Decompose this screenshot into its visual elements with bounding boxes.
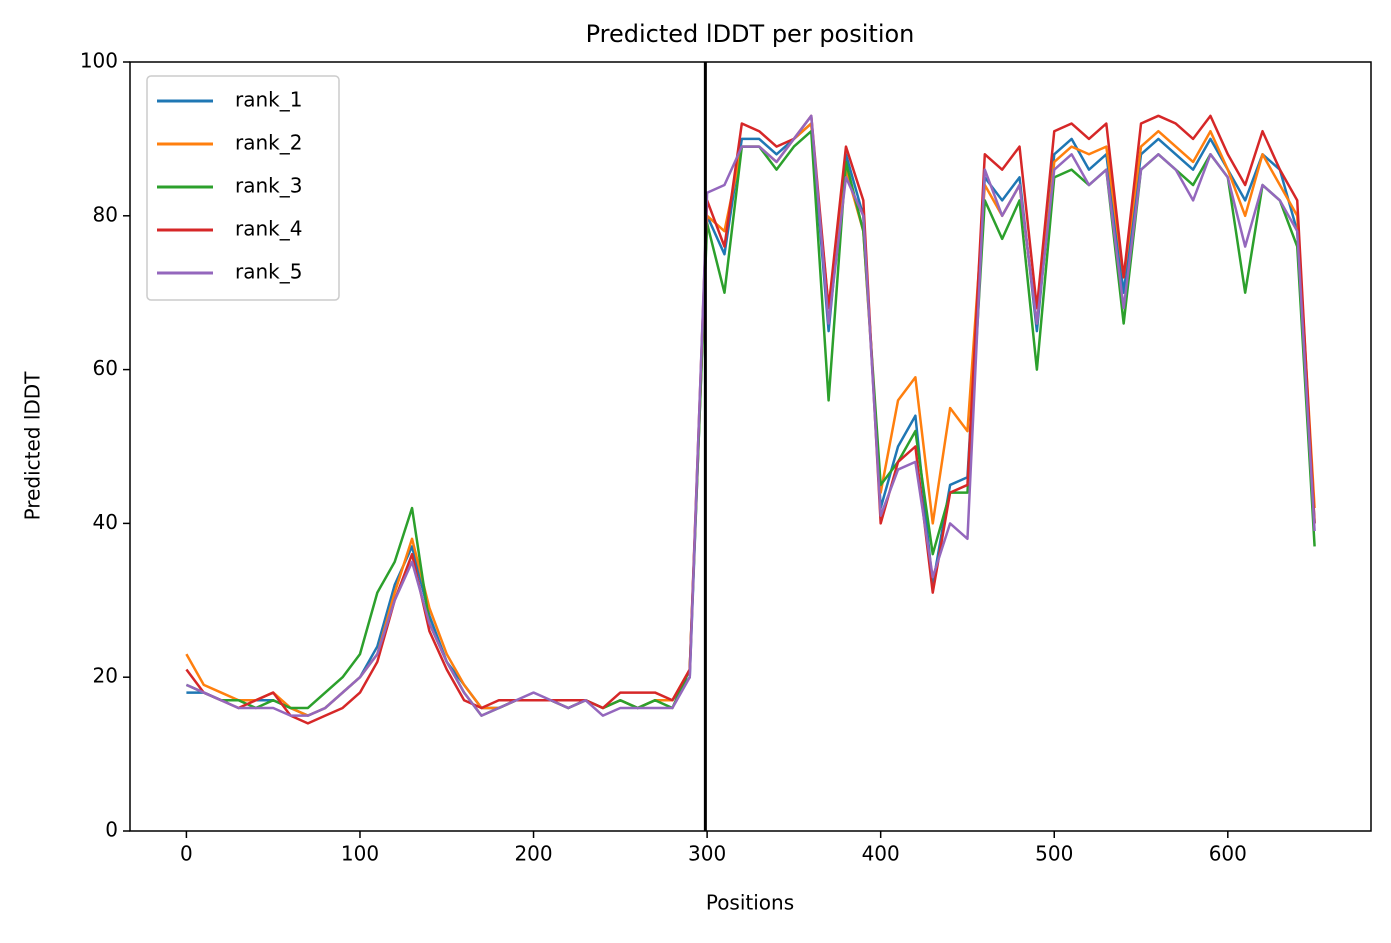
plot-frame bbox=[129, 61, 1372, 832]
x-axis-label: Positions bbox=[706, 891, 794, 915]
chart-title: Predicted lDDT per position bbox=[586, 20, 915, 48]
legend-label: rank_4 bbox=[235, 217, 302, 241]
y-tick-label: 100 bbox=[80, 49, 118, 73]
y-tick-label: 0 bbox=[105, 818, 118, 842]
x-tick-label: 600 bbox=[1209, 842, 1247, 866]
legend-box bbox=[146, 75, 340, 301]
x-tick-label: 300 bbox=[688, 842, 726, 866]
series-line bbox=[185, 122, 1316, 717]
series-line bbox=[186, 122, 1316, 717]
series-line bbox=[185, 129, 1316, 717]
x-tick-label: 0 bbox=[180, 842, 193, 866]
legend-label: rank_5 bbox=[235, 260, 302, 284]
y-tick-label: 80 bbox=[93, 202, 118, 226]
legend-label: rank_1 bbox=[235, 88, 302, 112]
series-line bbox=[185, 114, 1316, 717]
legend-label: rank_2 bbox=[235, 131, 302, 155]
x-tick-label: 200 bbox=[514, 842, 552, 866]
x-tick-label: 400 bbox=[862, 842, 900, 866]
series-line bbox=[185, 114, 1316, 725]
x-tick-label: 100 bbox=[341, 842, 379, 866]
legend-label: rank_3 bbox=[235, 174, 302, 198]
y-axis-label: Predicted lDDT bbox=[21, 371, 45, 521]
y-tick-label: 20 bbox=[93, 664, 118, 688]
y-tick-label: 60 bbox=[93, 356, 118, 380]
x-tick-label: 500 bbox=[1035, 842, 1073, 866]
y-tick-label: 40 bbox=[93, 510, 118, 534]
